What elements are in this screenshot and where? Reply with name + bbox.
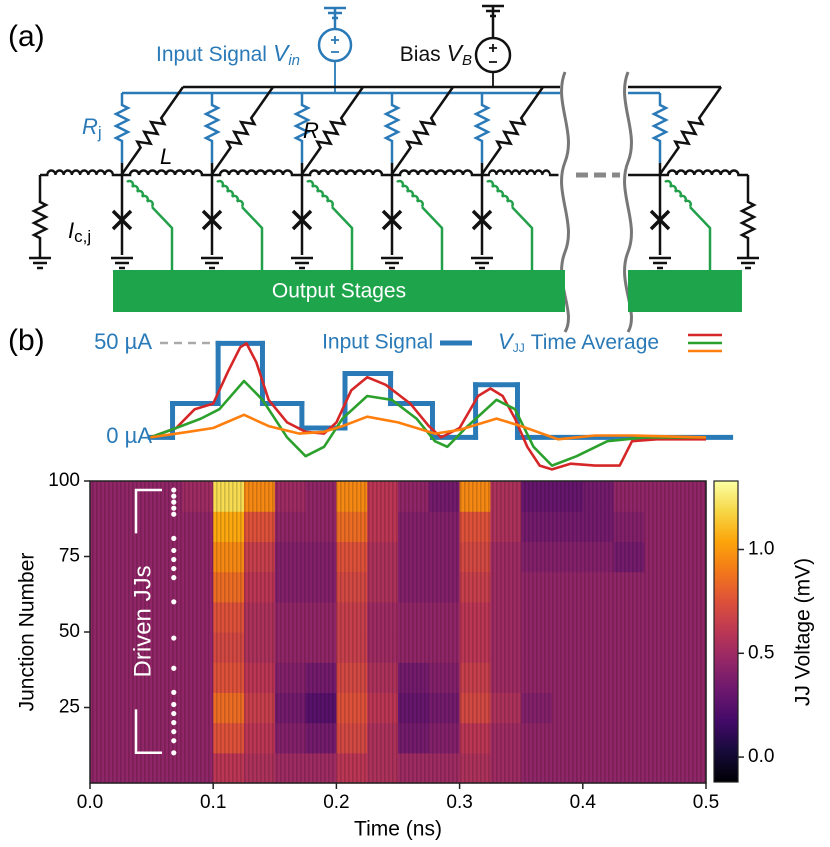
colorbar-title: JJ Voltage (mV) <box>792 558 815 706</box>
rj-sub: j <box>97 123 102 142</box>
resistor-label: R <box>303 118 319 143</box>
input-label: Input Signal Vin <box>156 40 300 69</box>
legend-label: Input Signal <box>322 331 433 354</box>
ic-sub: c,j <box>74 227 91 246</box>
driven-jj-marker <box>171 547 177 554</box>
break-line <box>623 71 633 333</box>
driven-jj-marker <box>171 535 177 541</box>
x-tick-label: 0.5 <box>693 792 719 813</box>
left-termination <box>27 169 124 270</box>
input-symbol: V <box>273 40 291 66</box>
driven-jj-marker <box>171 701 177 708</box>
stage <box>109 82 214 270</box>
stage <box>289 82 394 270</box>
driven-jj-marker <box>171 505 177 511</box>
x-tick-label: 0.1 <box>200 792 226 813</box>
annotation-label: Driven JJs <box>129 565 156 677</box>
panel-label: (b) <box>8 324 45 357</box>
driven-jj-marker <box>171 556 177 563</box>
bracket <box>134 488 162 755</box>
y-axis-title: Junction Number <box>16 553 39 712</box>
y-tick-label: 0 µA <box>106 423 152 448</box>
trace-line <box>149 379 706 467</box>
legend-symbol: V <box>498 329 515 354</box>
legend-label: VJJ Time Average <box>498 329 659 355</box>
texture <box>90 481 706 783</box>
bias-text: Bias <box>400 43 441 66</box>
driven-jj-marker <box>171 689 177 696</box>
colorbar-tick-label: 0.0 <box>748 746 774 767</box>
driven-jj-marker <box>171 635 177 641</box>
y-tick-label: 50 µA <box>94 329 152 354</box>
colorbar-tick-label: 1.0 <box>748 539 774 560</box>
trace-line <box>150 413 707 441</box>
panel-label: (a) <box>8 20 45 53</box>
driven-jj-marker <box>171 665 177 671</box>
driven-jj-marker <box>171 738 177 744</box>
output-bar <box>628 270 742 312</box>
driven-jj-marker <box>171 729 177 735</box>
output-bar <box>113 270 565 312</box>
x-tick-label: 0.4 <box>570 792 597 813</box>
y-tick-label: 25 <box>59 697 80 718</box>
heatmap-axes: 0.0 0.1 0.2 0.3 0.4 0.5 25 50 75 100 Time (ns) Junc… <box>16 470 815 841</box>
trace-line <box>149 342 706 471</box>
bias-source <box>474 4 512 87</box>
stage <box>647 82 750 270</box>
driven-jj-marker <box>171 493 177 499</box>
ic-symbol: I <box>68 218 74 243</box>
stage <box>469 82 560 270</box>
rj-symbol: R <box>82 114 98 139</box>
driven-jj-marker <box>171 575 177 581</box>
colorbar <box>713 480 739 783</box>
bias-label: Bias VB <box>400 40 472 69</box>
input-text: Input Signal <box>156 43 267 66</box>
x-tick-label: 0.2 <box>323 792 349 813</box>
driven-jj-marker <box>171 511 177 517</box>
driven-jj-marker <box>171 720 177 726</box>
ic-label: Ic,j <box>68 218 91 247</box>
input-sub: in <box>288 52 300 69</box>
driven-jj-marker <box>171 710 177 717</box>
y-tick-label: 75 <box>59 546 80 567</box>
x-axis-title: Time (ns) <box>354 818 442 841</box>
input-source <box>317 6 353 93</box>
traces-chart: 0 µA 50 µA Input Signal VJJ Time Average <box>94 329 734 471</box>
rj-label: Rj <box>82 114 102 143</box>
bias-symbol: V <box>447 40 465 66</box>
colorbar-tick-label: 0.5 <box>748 642 774 663</box>
right-termination <box>735 175 761 270</box>
y-tick-label: 50 <box>59 621 80 642</box>
stage <box>379 82 484 270</box>
driven-jj-marker <box>171 487 177 493</box>
circuit: (a) Input Signal Vin Bias VB <box>8 4 761 333</box>
inductor-label: L <box>160 144 172 169</box>
y-tick-label: 100 <box>48 470 80 491</box>
x-tick-label: 0.0 <box>77 792 103 813</box>
driven-jj-marker <box>171 599 177 605</box>
x-tick-label: 0.3 <box>446 792 472 813</box>
driven-jj-marker <box>171 750 177 756</box>
driven-jj-marker <box>171 499 177 505</box>
stage <box>199 82 304 270</box>
bias-sub: B <box>462 52 472 69</box>
output-label: Output Stages <box>272 280 406 303</box>
legend-sub: JJ <box>513 341 525 355</box>
driven-jj-marker <box>171 565 177 572</box>
legend-text: Time Average <box>531 331 659 354</box>
